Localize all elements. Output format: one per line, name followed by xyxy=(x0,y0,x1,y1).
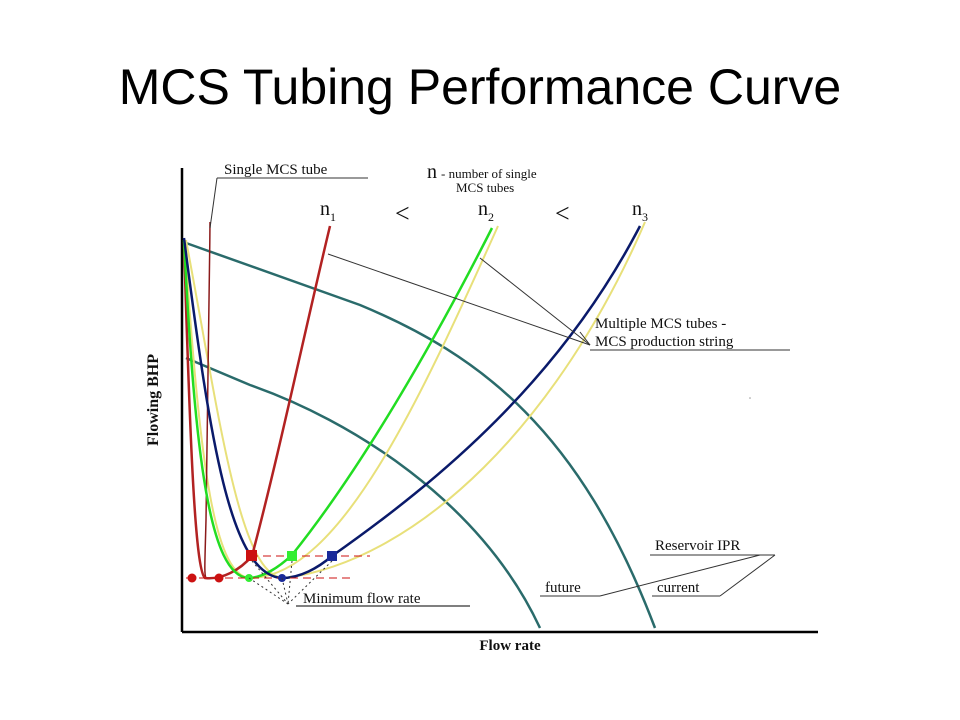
multiple-leader-n2 xyxy=(479,257,591,346)
square-marker-n1 xyxy=(246,550,257,561)
n3-subscript: 3 xyxy=(642,210,648,224)
single-tube-label: Single MCS tube xyxy=(224,162,328,178)
n1-label: n1 xyxy=(320,198,336,224)
square-marker-n3 xyxy=(327,551,337,561)
future-leader xyxy=(599,554,761,597)
single-tube-leader xyxy=(209,177,218,229)
slide-title: MCS Tubing Performance Curve xyxy=(118,59,842,115)
n-definition-symbol: n xyxy=(427,161,437,183)
ipr-future-curve xyxy=(185,356,542,629)
ipr-current-curve xyxy=(185,241,657,629)
less-than-1: < xyxy=(395,199,410,228)
future-label: future xyxy=(545,580,581,596)
n1-subscript: 1 xyxy=(330,210,336,224)
reservoir-ipr-label: Reservoir IPR xyxy=(655,538,740,554)
n3-label: n3 xyxy=(632,198,648,224)
n3-curve xyxy=(182,225,642,580)
y-axis-label: Flowing BHP xyxy=(145,354,162,446)
multiple-tubes-line1: Multiple MCS tubes - xyxy=(595,316,726,332)
single-tube-curve xyxy=(204,221,211,579)
multiple-leader-n3 xyxy=(579,331,591,346)
multiple-tubes-line2: MCS production string xyxy=(595,334,734,350)
min-marker-single xyxy=(187,573,197,583)
current-label: current xyxy=(657,580,700,596)
current-leader xyxy=(719,554,776,597)
n1-curve xyxy=(182,225,332,580)
min-rate-leaders xyxy=(248,560,333,605)
minimum-flow-rate-label: Minimum flow rate xyxy=(303,591,421,607)
n2-subscript: 2 xyxy=(488,210,494,224)
n3-letter: n xyxy=(632,198,642,220)
n2-label: n2 xyxy=(478,198,494,224)
n2-curve xyxy=(182,227,494,580)
n-definition-line2: MCS tubes xyxy=(456,180,514,195)
min-marker-n1 xyxy=(214,573,224,583)
less-than-2: < xyxy=(555,199,570,228)
n2-shadow xyxy=(184,225,499,580)
multiple-leader-n1 xyxy=(327,253,591,346)
n2-letter: n xyxy=(478,198,488,220)
n1-letter: n xyxy=(320,198,330,220)
x-axis-label: Flow rate xyxy=(479,638,541,654)
n-definition-line1: - number of single xyxy=(441,166,537,181)
stray-dot xyxy=(749,397,751,399)
square-marker-n2 xyxy=(287,551,297,561)
